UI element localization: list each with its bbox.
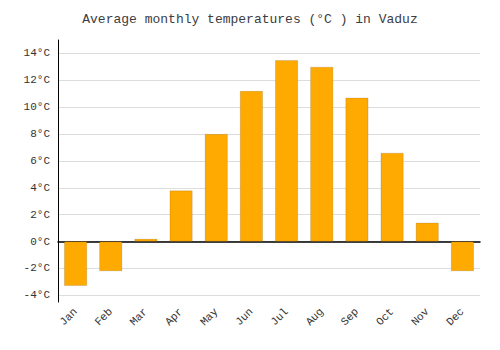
svg-text:2°C: 2°C	[30, 209, 50, 221]
svg-text:May: May	[198, 305, 221, 328]
svg-text:Jun: Jun	[233, 306, 255, 328]
svg-text:Nov: Nov	[409, 305, 432, 328]
svg-text:-4°C: -4°C	[24, 289, 51, 301]
svg-text:0°C: 0°C	[30, 236, 50, 248]
svg-text:Apr: Apr	[163, 306, 185, 328]
svg-text:-2°C: -2°C	[24, 262, 51, 274]
svg-text:6°C: 6°C	[30, 155, 50, 167]
svg-text:Sep: Sep	[339, 306, 361, 328]
svg-text:Jan: Jan	[57, 306, 79, 328]
svg-text:Mar: Mar	[128, 306, 150, 328]
svg-text:8°C: 8°C	[30, 128, 50, 140]
svg-text:Oct: Oct	[374, 306, 396, 328]
svg-text:10°C: 10°C	[24, 101, 51, 113]
svg-text:Jul: Jul	[268, 306, 290, 328]
svg-text:Dec: Dec	[444, 306, 466, 328]
svg-text:Feb: Feb	[93, 306, 115, 328]
svg-text:Aug: Aug	[304, 306, 326, 328]
svg-text:14°C: 14°C	[24, 47, 51, 59]
svg-text:12°C: 12°C	[24, 74, 51, 86]
svg-text:4°C: 4°C	[30, 182, 50, 194]
svg-text:Average monthly temperatures (: Average monthly temperatures (°C ) in Va…	[82, 12, 417, 27]
